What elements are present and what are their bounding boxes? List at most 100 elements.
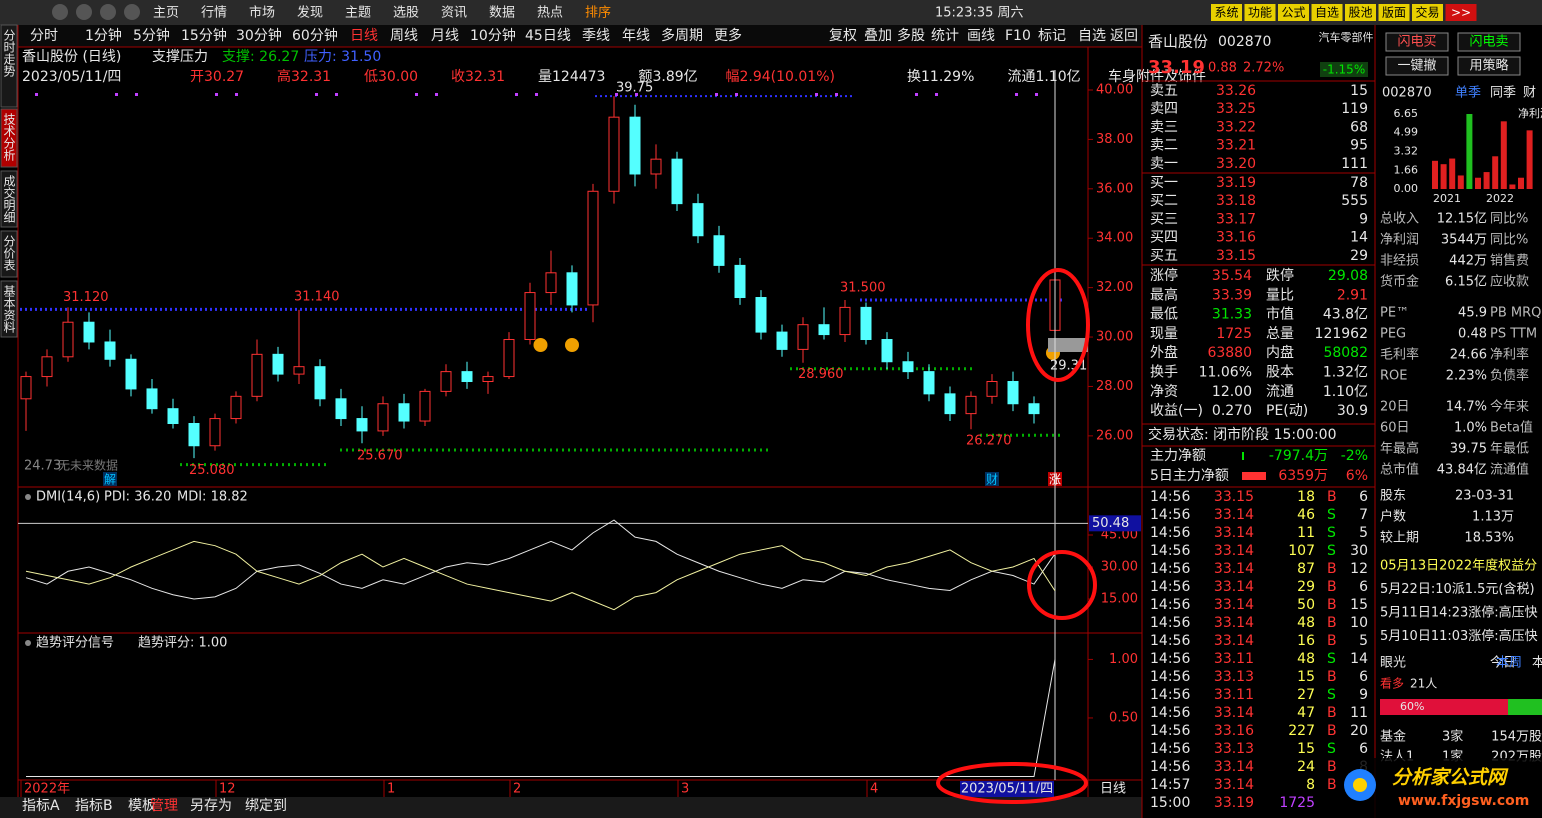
label: S [1327, 651, 1336, 667]
bottom-tab[interactable]: 指标A [22, 798, 60, 814]
menu-item[interactable]: 排序 [585, 6, 611, 21]
trade-button-label[interactable]: 用策略 [1469, 58, 1508, 74]
candle-body [902, 361, 914, 373]
menu-item[interactable]: 行情 [201, 6, 227, 21]
period-tab[interactable]: 年线 [622, 28, 650, 44]
menu-button[interactable] [1211, 4, 1242, 21]
menu-button[interactable] [1378, 4, 1410, 21]
label: 43.8亿 [1323, 307, 1368, 323]
bar [1509, 184, 1516, 189]
menu-item[interactable]: 主页 [153, 6, 179, 21]
label: 30 [1350, 543, 1368, 559]
bar [1526, 130, 1533, 189]
label: 卖三 [1150, 119, 1178, 135]
bottom-tab[interactable]: 绑定到 [245, 798, 287, 814]
period-tab[interactable]: 10分钟 [470, 27, 516, 44]
side-tab[interactable] [0, 108, 18, 168]
candle-body [818, 324, 830, 336]
bottom-tab[interactable]: 管理 [150, 798, 178, 814]
label: 无未来数据 [58, 458, 118, 473]
trade-button[interactable] [1457, 32, 1521, 52]
period-tab[interactable]: 60分钟 [292, 27, 338, 44]
news-item[interactable]: 5月11日14:23涨停:高压快 [1380, 605, 1538, 621]
menu-item[interactable]: 资讯 [441, 6, 467, 21]
menu-button[interactable] [1311, 4, 1343, 21]
dot [135, 93, 138, 96]
candle-body [83, 321, 95, 343]
label: 支撑: 26.27 [222, 49, 299, 65]
side-tab[interactable] [0, 170, 18, 228]
bottom-tab[interactable]: 模板 [128, 798, 156, 814]
trade-button[interactable] [1385, 32, 1449, 52]
menu-item[interactable]: 市场 [249, 5, 275, 21]
period-tab[interactable]: 季线 [582, 28, 610, 44]
nav-icon[interactable] [100, 4, 116, 20]
menu-item[interactable]: 选股 [393, 6, 419, 21]
label: 119 [1341, 101, 1368, 117]
trade-button[interactable] [1457, 56, 1521, 76]
bottom-tab[interactable]: 另存为 [190, 798, 232, 814]
trade-button-label[interactable]: 闪电买 [1397, 35, 1436, 50]
label: 33.14 [1214, 507, 1254, 523]
tool-button[interactable]: 标记 [1038, 28, 1066, 44]
tool-button[interactable]: F10 [1005, 28, 1031, 44]
label: 最低 [1150, 307, 1178, 323]
side-tab[interactable] [0, 230, 18, 278]
event-marker[interactable] [103, 472, 117, 486]
menu-item[interactable]: 发现 [297, 5, 323, 21]
nav-icon[interactable] [76, 4, 92, 20]
period-tab[interactable]: 45日线 [525, 28, 571, 44]
menu-button[interactable] [1445, 4, 1477, 21]
tool-button[interactable]: 画线 [967, 28, 995, 44]
tool-button[interactable]: 复权 [829, 27, 857, 44]
period-tab[interactable]: 日线 [350, 28, 378, 44]
event-marker[interactable] [985, 472, 999, 486]
label: 压力: 31.50 [304, 49, 381, 65]
news-item[interactable]: 5月10日11:03涨停:高压快 [1380, 628, 1538, 644]
side-tab[interactable] [0, 280, 18, 338]
news-item[interactable]: 5月22日:10派1.5元(含税) [1380, 581, 1535, 597]
tool-button[interactable]: 多股 [897, 27, 925, 44]
label: B [1327, 777, 1337, 793]
period-tab[interactable]: 5分钟 [133, 27, 170, 44]
cursor-date: 2023/05/11/四 [961, 782, 1053, 797]
menu-button[interactable] [1412, 4, 1443, 21]
period-tab[interactable]: 1分钟 [85, 27, 122, 44]
period-tab[interactable]: 分时 [30, 28, 58, 44]
trade-button-label[interactable]: 一键撤 [1397, 58, 1436, 74]
label: 11 [1297, 525, 1315, 541]
menu-button[interactable] [1278, 4, 1309, 21]
tool-button[interactable]: 叠加 [864, 28, 892, 44]
menu-item[interactable]: 主题 [345, 6, 371, 21]
tool-button[interactable]: 返回 [1110, 28, 1138, 44]
period-tab[interactable]: 30分钟 [236, 27, 282, 44]
trade-button-label[interactable]: 闪电卖 [1469, 35, 1508, 50]
nav-icon[interactable] [52, 4, 68, 20]
side-tab[interactable] [0, 24, 18, 108]
label: 24 [1297, 759, 1315, 775]
trade-button[interactable] [1385, 56, 1449, 76]
mdi-line [25, 540, 1056, 611]
menu-item[interactable]: 热点 [537, 6, 563, 21]
period-tab[interactable]: 月线 [431, 28, 459, 44]
candle-body [209, 418, 221, 447]
period-tab[interactable]: 多周期 [661, 27, 703, 44]
nav-icon[interactable] [124, 4, 140, 20]
period-tab[interactable]: 周线 [390, 28, 418, 44]
label: 量比 [1266, 287, 1294, 303]
tool-button[interactable]: 自选 [1078, 28, 1106, 44]
menu-item[interactable]: 数据 [489, 6, 515, 21]
menu-button[interactable] [1345, 4, 1376, 21]
label: 33.11 [1214, 687, 1254, 703]
label: S [1327, 543, 1336, 559]
menu-button[interactable] [1244, 4, 1276, 21]
label: 12 [1350, 561, 1368, 577]
tool-button[interactable]: 统计 [931, 28, 959, 44]
period-tab[interactable]: 更多 [714, 27, 742, 44]
label: 227 [1288, 723, 1315, 739]
label: 单季 [1455, 86, 1481, 101]
news-item[interactable]: 05月13日2022年度权益分 [1380, 558, 1537, 574]
bottom-tab[interactable]: 指标B [75, 798, 113, 814]
period-tab[interactable]: 15分钟 [181, 27, 227, 44]
chart-title: 香山股份 (日线) [22, 49, 121, 65]
